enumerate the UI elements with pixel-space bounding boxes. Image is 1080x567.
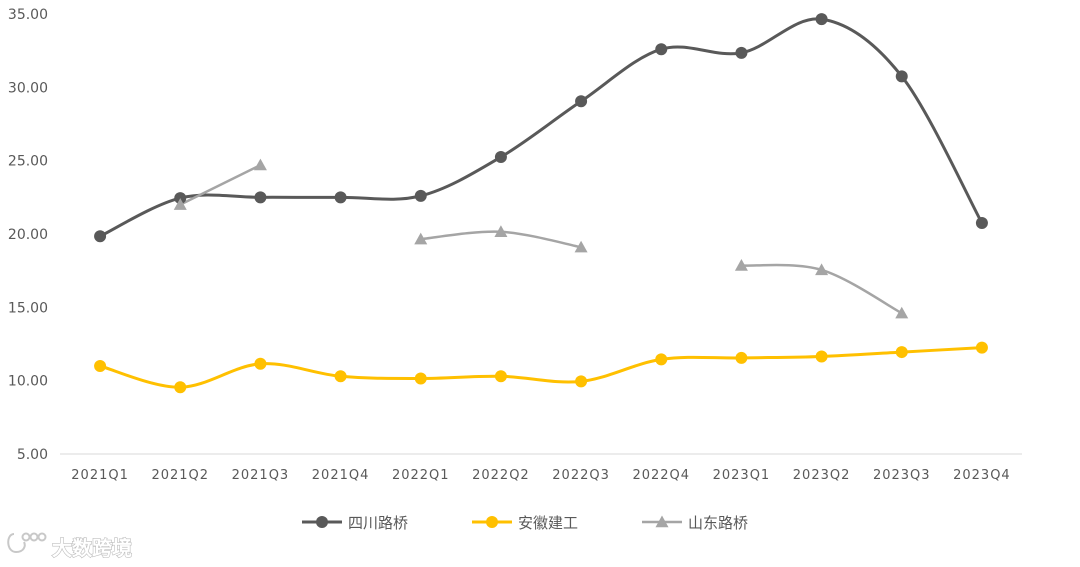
legend-label: 山东路桥 — [688, 514, 748, 532]
series-1-point — [735, 351, 748, 364]
legend-marker-icon — [655, 515, 669, 528]
legend-label: 四川路桥 — [348, 514, 408, 532]
x-tick-label: 2023Q4 — [953, 468, 1011, 483]
x-tick-label: 2022Q2 — [472, 468, 530, 483]
series-0-point — [254, 191, 267, 204]
y-tick-label: 5.00 — [17, 447, 48, 463]
series-0-point — [815, 13, 828, 26]
y-axis: 5.00 10.00 15.00 20.00 25.00 30.00 35.00 — [8, 7, 48, 463]
series-2-point — [173, 198, 187, 210]
series-2-point — [414, 232, 428, 245]
y-tick-label: 30.00 — [8, 80, 48, 96]
series-0-point — [655, 43, 668, 56]
series-1-point — [494, 370, 507, 383]
watermark-text: 大数跨境 — [52, 536, 132, 560]
y-tick-label: 20.00 — [8, 227, 48, 243]
series-2-point — [815, 263, 829, 276]
legend-item: 四川路桥 — [302, 514, 408, 532]
legend-label: 安徽建工 — [518, 514, 578, 532]
x-tick-label: 2022Q1 — [392, 468, 450, 483]
x-tick-label: 2023Q3 — [873, 468, 931, 483]
series-1-point — [254, 357, 267, 370]
x-tick-label: 2021Q3 — [232, 468, 290, 483]
series-1-point — [895, 346, 908, 359]
series-0-point — [334, 191, 347, 204]
series-markers — [94, 13, 988, 394]
series-0-point — [174, 192, 187, 205]
series-1-line — [98, 346, 984, 389]
x-tick-label: 2022Q4 — [632, 468, 690, 483]
series-1-point — [334, 370, 347, 383]
watermark: 大数跨境 — [7, 532, 133, 561]
series-1-point — [575, 375, 588, 388]
series-2-line — [179, 163, 262, 206]
series-2-point — [574, 240, 588, 253]
series-0-point — [895, 70, 908, 83]
series-1-point — [174, 381, 187, 394]
series-1-point — [655, 353, 668, 366]
series-0-point — [975, 217, 988, 229]
y-tick-label: 35.00 — [8, 7, 48, 23]
legend-item: 山东路桥 — [642, 514, 748, 532]
x-tick-label: 2021Q1 — [71, 468, 129, 483]
series-2-point — [734, 259, 748, 271]
series-1-point — [94, 360, 107, 372]
x-tick-label: 2021Q4 — [312, 468, 370, 483]
series-0-point — [735, 46, 748, 59]
series-1-point — [414, 372, 427, 385]
series-1-point — [815, 350, 828, 363]
x-tick-label: 2023Q2 — [793, 468, 851, 483]
series-0-line — [98, 17, 984, 238]
x-tick-label: 2022Q3 — [552, 468, 610, 483]
y-tick-label: 10.00 — [8, 374, 48, 390]
y-tick-label: 25.00 — [8, 154, 48, 170]
y-tick-label: 15.00 — [8, 300, 48, 316]
legend-marker-icon — [486, 516, 498, 528]
x-tick-label: 2023Q1 — [713, 468, 771, 483]
legend-item: 安徽建工 — [472, 514, 578, 532]
x-tick-label: 2021Q2 — [151, 468, 209, 483]
x-axis: 2021Q1 2021Q2 2021Q3 2021Q4 2022Q1 2022Q2 2022… — [60, 453, 1022, 483]
series-0-point — [414, 189, 427, 202]
watermark-logo-icon — [7, 532, 47, 554]
series-lines — [98, 17, 984, 389]
series-0-point — [94, 230, 107, 243]
legend-marker-icon — [316, 516, 328, 528]
legend: 四川路桥 安徽建工 山东路桥 — [302, 514, 748, 532]
series-2-point — [494, 225, 508, 237]
series-0-point — [494, 151, 507, 163]
series-2-point — [895, 306, 909, 319]
series-1-point — [975, 341, 988, 354]
series-2-point — [253, 158, 267, 171]
series-0-point — [575, 95, 588, 108]
